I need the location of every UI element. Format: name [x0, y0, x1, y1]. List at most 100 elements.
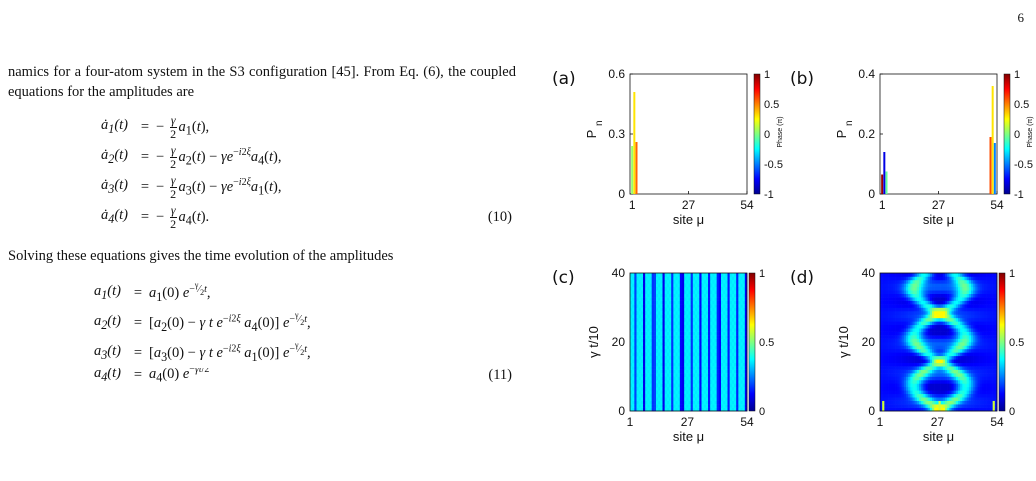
- heatmap-cell: [914, 286, 918, 291]
- heatmap-cell: [942, 297, 946, 301]
- heatmap-cell: [714, 359, 717, 363]
- heatmap-cell: [634, 335, 637, 339]
- heatmap-cell: [686, 338, 689, 343]
- heatmap-cell: [673, 373, 676, 377]
- heatmap-cell: [994, 279, 998, 284]
- heatmap-cell: [671, 279, 674, 284]
- heatmap-cell: [908, 283, 911, 288]
- heatmap-cell: [744, 379, 748, 384]
- heatmap-cell: [736, 400, 739, 405]
- heatmap-cell: [882, 379, 885, 384]
- heatmap-cell: [953, 317, 957, 322]
- heatmap-cell: [916, 304, 920, 308]
- heatmap-cell: [964, 400, 967, 405]
- heatmap-cell: [890, 273, 894, 277]
- heatmap-cell: [640, 331, 644, 336]
- heatmap-cell: [912, 335, 915, 339]
- heatmap-cell: [960, 310, 963, 315]
- heatmap-cell: [721, 407, 724, 412]
- heatmap-cell: [684, 338, 687, 343]
- heatmap-cell: [653, 400, 657, 405]
- heatmap-cell: [742, 390, 746, 395]
- heatmap-cell: [934, 321, 937, 326]
- heatmap-cell: [938, 300, 941, 305]
- heatmap-cell: [880, 338, 883, 343]
- heatmap-cell: [662, 321, 665, 326]
- heatmap-cell: [725, 355, 728, 360]
- heatmap-cell: [919, 393, 922, 398]
- heatmap-cell: [744, 290, 748, 294]
- heatmap-cell: [923, 345, 926, 350]
- heatmap-cell: [638, 383, 642, 388]
- heatmap-cell: [923, 369, 926, 374]
- heatmap-cell: [692, 373, 696, 377]
- heatmap-cell: [958, 304, 961, 308]
- heatmap-cell: [968, 404, 972, 408]
- heatmap-cell: [688, 355, 691, 360]
- heatmap-cell: [645, 293, 648, 298]
- heatmap-cell: [953, 293, 957, 298]
- heatmap-cell: [690, 342, 694, 346]
- heatmap-cell: [990, 352, 993, 357]
- heatmap-cell: [640, 273, 644, 277]
- heatmap-cell: [744, 376, 748, 381]
- heatmap-cell: [675, 324, 678, 329]
- heatmap-cell: [666, 342, 670, 346]
- heatmap-cell: [942, 362, 946, 367]
- heatmap-cell: [673, 307, 676, 312]
- heatmap-cell: [658, 324, 661, 329]
- heatmap-cell: [964, 307, 967, 312]
- heatmap-cell: [729, 321, 733, 326]
- heatmap-cell: [903, 324, 907, 329]
- heatmap-cell: [923, 317, 926, 322]
- heatmap-cell: [679, 352, 683, 357]
- heatmap-cell: [903, 276, 907, 281]
- heatmap-cell: [925, 348, 928, 353]
- heatmap-cell: [966, 359, 970, 363]
- heatmap-cell: [718, 331, 722, 336]
- heatmap-cell: [690, 331, 694, 336]
- heatmap-cell: [977, 276, 980, 281]
- heatmap-cell: [880, 279, 883, 284]
- heatmap-cell: [692, 276, 696, 281]
- heatmap-cell: [634, 314, 637, 319]
- heatmap-cell: [710, 338, 713, 343]
- heatmap-cell: [992, 348, 996, 353]
- heatmap-cell: [671, 355, 674, 360]
- heatmap-cell: [984, 345, 987, 350]
- heatmap-cell: [656, 321, 659, 326]
- heatmap-cell: [988, 369, 991, 374]
- heatmap-cell: [992, 276, 996, 281]
- heatmap-cell: [899, 397, 902, 401]
- heatmap-cell: [932, 345, 935, 350]
- heatmap-cell: [686, 379, 689, 384]
- heatmap-cell: [682, 279, 685, 284]
- heatmap-cell: [934, 376, 937, 381]
- heatmap-cell: [966, 273, 970, 277]
- heatmap-cell: [643, 345, 646, 350]
- heatmap-cell: [897, 304, 900, 308]
- heatmap-cell: [992, 324, 996, 329]
- heatmap-cell: [662, 314, 665, 319]
- heatmap-cell: [701, 331, 704, 336]
- heatmap-cell: [630, 297, 633, 301]
- heatmap-cell: [705, 328, 709, 332]
- heatmap-cell: [984, 324, 987, 329]
- heatmap-cell: [656, 348, 659, 353]
- heatmap-cell: [742, 369, 746, 374]
- heatmap-cell: [682, 335, 685, 339]
- heatmap-cell: [688, 297, 691, 301]
- heatmap-cell: [712, 293, 715, 298]
- heatmap-cell: [727, 321, 730, 326]
- heatmap-cell: [647, 345, 650, 350]
- heatmap-cell: [695, 335, 698, 339]
- heatmap-cell: [942, 383, 946, 388]
- heatmap-cell: [919, 304, 922, 308]
- heatmap-cell: [901, 407, 905, 412]
- heatmap-cell: [888, 283, 892, 288]
- heatmap-cell: [649, 338, 652, 343]
- heatmap-cell: [679, 310, 683, 315]
- heatmap-cell: [727, 400, 730, 405]
- heatmap-cell: [708, 300, 711, 305]
- heatmap-cell: [653, 310, 657, 315]
